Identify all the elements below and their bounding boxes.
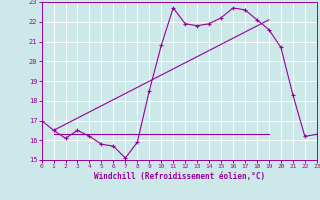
X-axis label: Windchill (Refroidissement éolien,°C): Windchill (Refroidissement éolien,°C) — [94, 172, 265, 181]
